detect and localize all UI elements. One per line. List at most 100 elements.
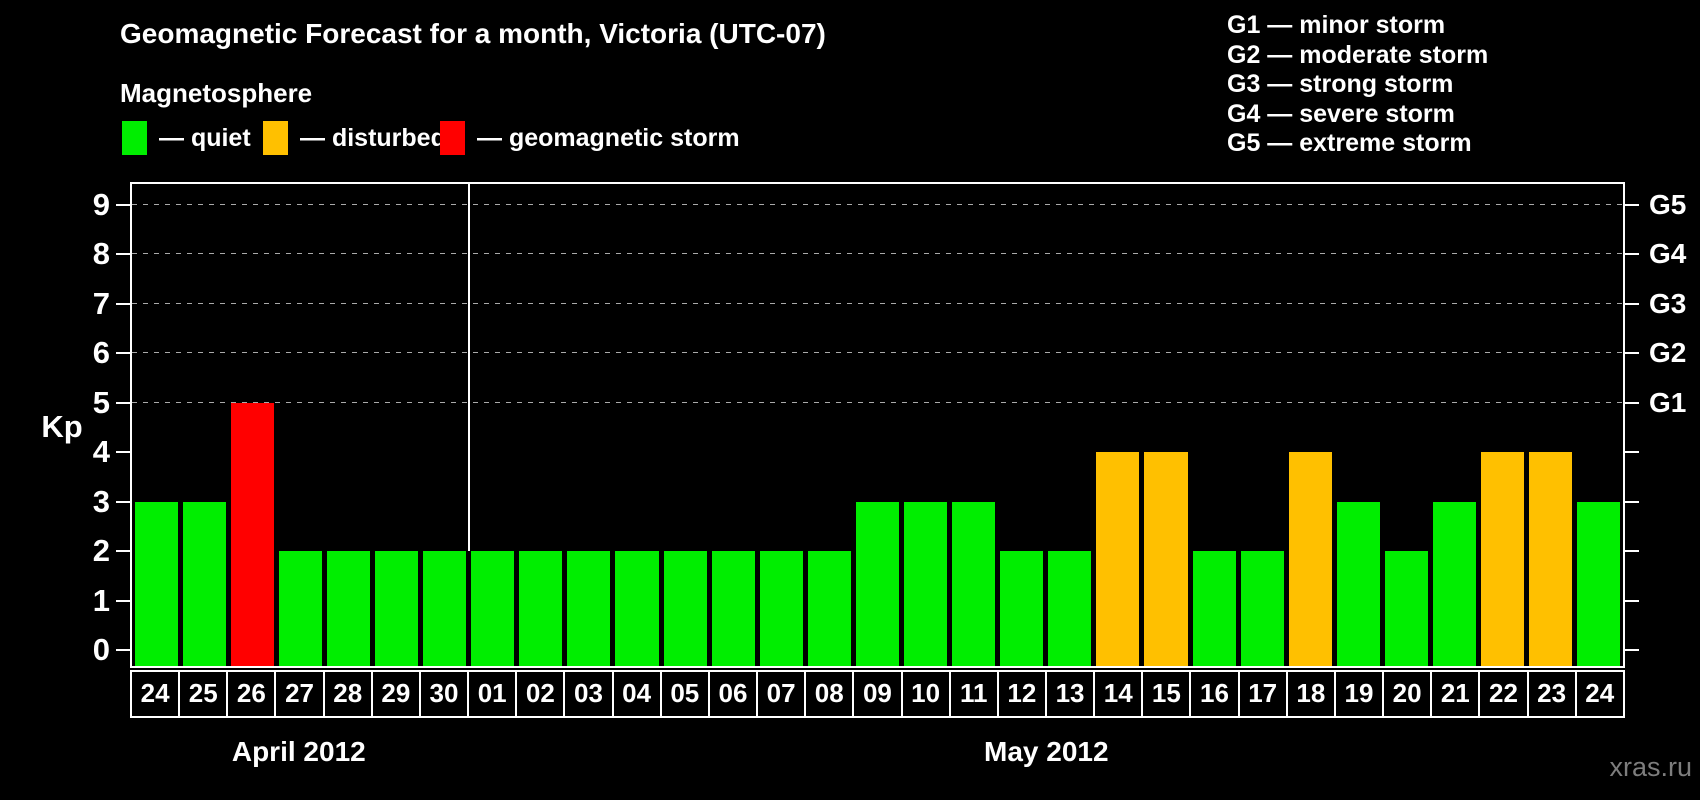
left-tick-kp-7 xyxy=(116,302,130,305)
g-tick-label-G2: G2 xyxy=(1649,337,1687,368)
day-cell-06: 06 xyxy=(707,670,759,718)
left-tick-kp-1 xyxy=(116,599,130,602)
day-cell-19: 19 xyxy=(1333,670,1385,718)
kp-bar-day-17-value-2 xyxy=(1240,551,1284,666)
legend-heading: Magnetosphere xyxy=(120,78,313,108)
kp-bar-day-20-value-2 xyxy=(1384,551,1429,666)
right-tick-kp-8 xyxy=(1625,253,1639,255)
bar-slot-02 xyxy=(517,184,565,666)
bar-slot-21 xyxy=(1431,184,1479,666)
kp-bar-day-19-value-3 xyxy=(1336,501,1380,666)
gridline-kp-7 xyxy=(132,302,1623,304)
day-cell-30: 30 xyxy=(418,670,470,718)
right-tick-kp-0 xyxy=(1625,649,1639,651)
day-cell-28: 28 xyxy=(322,670,373,718)
y-tick-label-8: 8 xyxy=(92,236,110,271)
quiet-color-swatch xyxy=(122,121,147,155)
kp-bar-day-05-value-2 xyxy=(663,551,707,666)
bar-slot-17 xyxy=(1238,184,1286,666)
legend-item-disturbed: — disturbed xyxy=(263,120,446,156)
y-tick-label-2: 2 xyxy=(92,533,110,568)
kp-bar-day-25-value-3 xyxy=(182,501,226,666)
legend-label-storm: — geomagnetic storm xyxy=(477,123,740,152)
day-cell-17: 17 xyxy=(1237,670,1288,718)
day-cell-07: 07 xyxy=(756,670,807,718)
g4-legend-line: G4 — severe storm xyxy=(1227,99,1455,128)
kp-bar-day-04-value-2 xyxy=(615,551,659,666)
day-cell-21: 21 xyxy=(1430,670,1481,718)
g1-legend-line: G1 — minor storm xyxy=(1227,11,1446,39)
kp-bar-day-12-value-2 xyxy=(1000,551,1044,666)
bar-slot-05 xyxy=(661,184,709,666)
day-cell-25: 25 xyxy=(178,670,229,718)
kp-bar-day-13-value-2 xyxy=(1048,551,1092,666)
right-tick-kp-5 xyxy=(1625,401,1639,404)
day-cell-02: 02 xyxy=(515,670,566,718)
day-cell-13: 13 xyxy=(1044,670,1096,718)
day-cell-14: 14 xyxy=(1093,670,1144,718)
kp-bar-day-16-value-2 xyxy=(1192,551,1236,666)
day-cell-18: 18 xyxy=(1285,670,1336,718)
kp-bar-day-26-value-5 xyxy=(230,402,274,666)
bar-slot-06 xyxy=(709,184,757,666)
bar-slot-28 xyxy=(324,184,372,666)
kp-axis-label: Kp xyxy=(41,409,83,444)
left-tick-kp-3 xyxy=(116,500,130,503)
bar-slot-23 xyxy=(1527,184,1575,666)
kp-bar-day-01-value-2 xyxy=(471,551,515,666)
y-tick-label-7: 7 xyxy=(92,285,110,321)
y-tick-label-6: 6 xyxy=(92,335,110,370)
bar-slot-11 xyxy=(950,184,998,666)
day-cell-15: 15 xyxy=(1141,670,1192,718)
bar-slot-14 xyxy=(1094,184,1142,666)
g-tick-label-G1: G1 xyxy=(1649,386,1687,418)
storm-color-swatch xyxy=(440,121,465,155)
bar-slot-18 xyxy=(1286,184,1334,666)
day-cell-27: 27 xyxy=(274,670,325,718)
legend-item-quiet: — quiet xyxy=(122,120,251,156)
kp-bar-day-18-value-4 xyxy=(1288,452,1332,666)
day-axis: 24 25 26 27 28 29 30 01 02 03 04 05 06 07 08 09 10 11 12 13… xyxy=(130,670,1625,718)
bar-slot-09 xyxy=(853,184,901,666)
kp-bar-day-27-value-2 xyxy=(278,551,322,666)
gridline-kp-5 xyxy=(132,401,1623,403)
disturbed-color-swatch xyxy=(263,121,288,155)
day-cell-12: 12 xyxy=(996,670,1047,718)
bar-slot-22 xyxy=(1479,184,1527,666)
left-tick-kp-0 xyxy=(116,649,130,651)
y-tick-label-1: 1 xyxy=(92,582,110,618)
kp-bar-day-11-value-3 xyxy=(952,501,996,666)
bar-slot-26 xyxy=(228,184,276,666)
left-tick-kp-9 xyxy=(116,203,130,206)
kp-bar-day-10-value-3 xyxy=(904,501,948,666)
gridline-kp-9 xyxy=(132,203,1623,205)
april-may-separator xyxy=(467,184,470,551)
day-cell-22: 22 xyxy=(1478,670,1529,718)
g2-legend-line: G2 — moderate storm xyxy=(1227,40,1489,69)
day-cell-26: 26 xyxy=(226,670,277,718)
kp-bar-day-14-value-4 xyxy=(1096,452,1140,666)
right-tick-kp-9 xyxy=(1625,203,1639,206)
month-label-april: April 2012 xyxy=(231,736,366,767)
day-cell-03: 03 xyxy=(563,670,614,718)
bar-slot-20 xyxy=(1382,184,1430,666)
day-cell-23: 23 xyxy=(1526,670,1577,718)
kp-bar-day-30-value-2 xyxy=(423,551,467,666)
day-cell-16: 16 xyxy=(1189,670,1240,718)
plot-area xyxy=(130,182,1625,668)
bar-slot-24 xyxy=(1575,184,1623,666)
legend-label-quiet: — quiet xyxy=(159,123,251,152)
day-cell-24: 24 xyxy=(130,670,181,718)
left-tick-kp-5 xyxy=(116,401,130,404)
kp-bar-day-02-value-2 xyxy=(519,551,563,666)
day-cell-10: 10 xyxy=(900,670,951,718)
kp-bar-day-03-value-2 xyxy=(567,551,611,666)
day-cell-20: 20 xyxy=(1382,670,1433,718)
kp-bar-day-07-value-2 xyxy=(759,551,803,666)
kp-bar-day-21-value-3 xyxy=(1433,501,1477,666)
kp-bar-day-29-value-2 xyxy=(374,551,419,666)
day-cell-11: 11 xyxy=(948,670,999,718)
g-scale-legend: G1 — minor storm G2 — moderate storm G3 … xyxy=(1227,11,1488,159)
right-tick-kp-6 xyxy=(1625,352,1639,354)
